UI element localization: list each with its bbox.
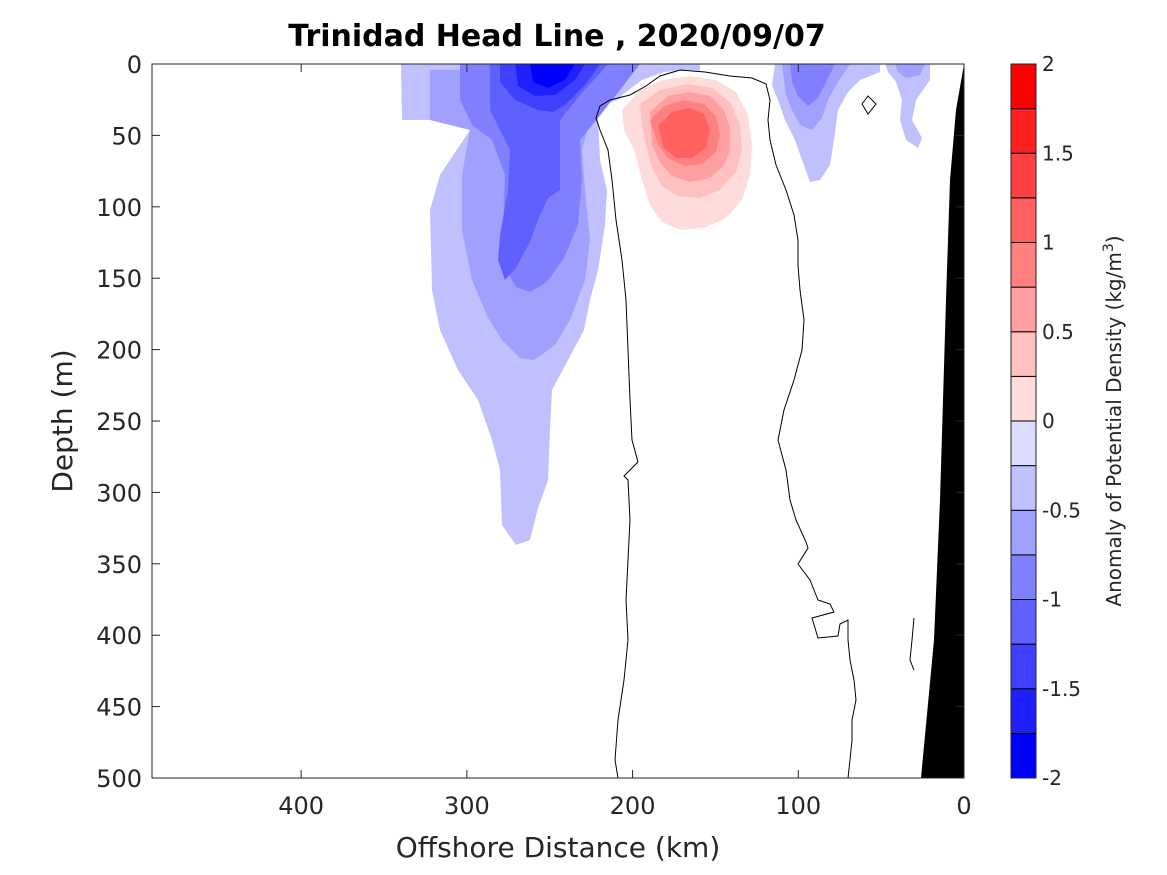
y-tick-label: 50 [111,122,142,150]
colorbar-tick-label: -2 [1042,766,1062,790]
colorbar-label-main: Anomaly of Potential Density (kg/m [1102,252,1126,606]
contour-band [885,64,930,148]
x-tick-label: 100 [775,792,821,820]
contour-band [790,64,835,106]
colorbar-tick-label: 0.5 [1042,320,1074,344]
colorbar-swatch [1010,420,1037,467]
y-axis-ticks: 0 50 100 150 200 250 300 350 400 450 500 [96,51,964,793]
colorbar-label-superscript: 3 [1101,243,1117,252]
y-tick-label: 100 [96,194,142,222]
y-tick-label: 350 [96,551,142,579]
colorbar-label: Anomaly of Potential Density (kg/m3) [1101,235,1126,606]
colorbar-swatch [1010,108,1037,154]
colorbar-tick-label: -0.5 [1042,498,1081,522]
y-tick-label: 400 [96,622,142,650]
colorbar-swatch [1010,152,1037,199]
colorbar-frame [1010,63,1037,779]
colorbar-tick-label: 1.5 [1042,141,1074,165]
colorbar-swatch [1010,331,1037,377]
y-tick-label: 450 [96,694,142,722]
contour-band [895,64,925,78]
colorbar-swatch [1010,286,1037,333]
chart-title: Trinidad Head Line , 2020/09/07 [288,19,825,54]
bathymetry-layer [921,64,964,778]
colorbar-swatch [1010,197,1037,243]
y-tick-label: 250 [96,408,142,436]
colorbar-swatch [1010,732,1037,779]
y-tick-label: 200 [96,337,142,365]
contour-band [658,108,710,158]
contour-band [523,135,560,198]
x-tick-label: 300 [444,792,490,820]
y-tick-label: 500 [96,765,142,793]
colorbar-swatch [1010,375,1037,422]
x-axis-label: Offshore Distance (km) [396,831,721,864]
colorbar-tick-label: -1.5 [1042,677,1081,701]
colorbar: 2 1.5 1 0.5 0 -0.5 -1 -1.5 -2 [1010,52,1081,790]
zero-contour-lines [595,69,915,778]
colorbar-swatch [1010,465,1037,511]
colorbar-swatch [1010,599,1037,645]
zero-contour-line [909,617,915,671]
colorbar-label-end: ) [1102,235,1126,243]
x-axis-ticks: 400 300 200 100 0 [278,64,972,820]
zero-contour-line [595,69,857,778]
contour-band [530,64,575,88]
y-axis-label: Depth (m) [46,349,79,492]
colorbar-swatch [1010,63,1037,110]
colorbar-swatch [1010,242,1037,288]
colorbar-swatch [1010,554,1037,600]
y-tick-label: 150 [96,265,142,293]
y-tick-label: 0 [127,51,142,79]
bathymetry-wedge [921,64,964,778]
y-tick-label: 300 [96,479,142,507]
x-tick-label: 0 [956,792,971,820]
colorbar-tick-label: 1 [1042,231,1055,255]
contour-fields [401,64,930,545]
colorbar-swatch [1010,643,1037,690]
colorbar-swatch [1010,509,1037,556]
x-tick-label: 400 [278,792,324,820]
colorbar-swatch [1010,688,1037,734]
colorbar-tick-label: 0 [1042,409,1055,433]
x-tick-label: 200 [610,792,656,820]
colorbar-tick-label: 2 [1042,52,1055,76]
zero-contour-line [861,95,877,115]
colorbar-tick-label: -1 [1042,588,1062,612]
